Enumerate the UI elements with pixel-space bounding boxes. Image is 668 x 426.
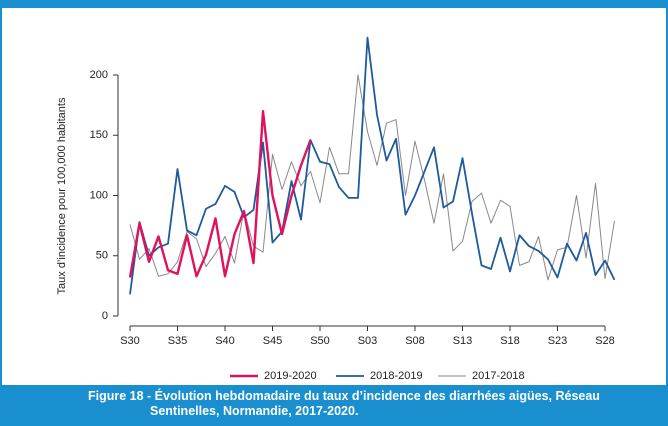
x-tick-label: S13 xyxy=(453,335,473,347)
figure-caption: Figure 18 - Évolution hebdomadaire du ta… xyxy=(0,385,668,426)
x-tick-label: S50 xyxy=(310,335,330,347)
x-tick-label: S28 xyxy=(595,335,615,347)
y-tick-label: 100 xyxy=(90,189,108,201)
x-tick-label: S40 xyxy=(215,335,235,347)
legend-label: 2019-2020 xyxy=(264,370,317,382)
figure-frame xyxy=(0,0,668,387)
x-tick-label: S23 xyxy=(548,335,568,347)
y-axis-label: Taux d’incidence pour 100,000 habitants xyxy=(56,97,68,294)
x-tick-label: S18 xyxy=(500,335,520,347)
y-tick-label: 150 xyxy=(90,129,108,141)
chart: Taux d’incidence pour 100,000 habitants … xyxy=(56,36,616,382)
x-tick-label: S45 xyxy=(263,335,283,347)
y-tick-label: 0 xyxy=(102,310,108,322)
x-tick-label: S35 xyxy=(168,335,188,347)
series-line xyxy=(129,36,616,295)
x-tick-label: S03 xyxy=(358,335,378,347)
series-line xyxy=(129,74,615,281)
x-tick-label: S30 xyxy=(120,335,140,347)
y-tick-label: 200 xyxy=(90,69,108,81)
x-tick-label: S08 xyxy=(405,335,425,347)
y-tick-label: 50 xyxy=(96,250,108,262)
legend-label: 2018-2019 xyxy=(370,370,423,382)
series-line xyxy=(128,109,312,278)
legend-label: 2017-2018 xyxy=(472,370,525,382)
